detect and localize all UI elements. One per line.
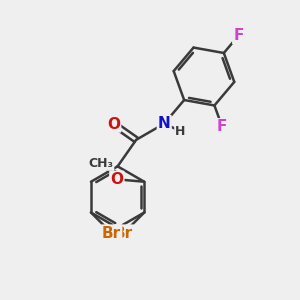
- Text: F: F: [233, 28, 244, 43]
- Text: H: H: [175, 124, 186, 138]
- Text: Br: Br: [102, 226, 121, 241]
- Text: F: F: [217, 119, 227, 134]
- Text: Br: Br: [114, 226, 133, 241]
- Text: O: O: [110, 172, 123, 187]
- Text: CH₃: CH₃: [88, 157, 113, 170]
- Text: N: N: [158, 116, 171, 131]
- Text: O: O: [107, 116, 120, 131]
